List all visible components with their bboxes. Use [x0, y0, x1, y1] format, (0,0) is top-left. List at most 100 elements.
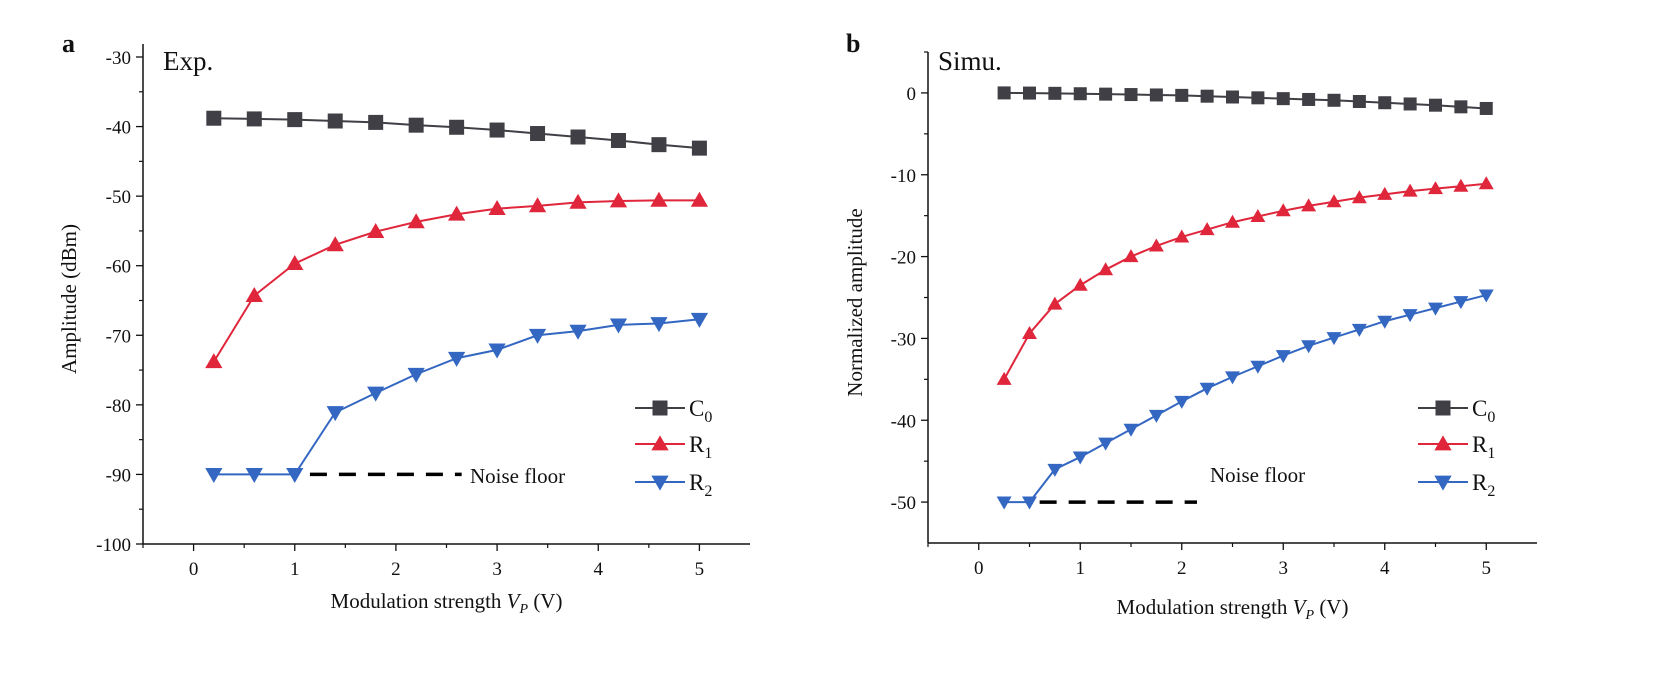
y-tick-label: -20	[891, 248, 916, 269]
data-point	[1454, 100, 1468, 114]
data-point	[528, 197, 547, 213]
data-point	[205, 468, 223, 484]
data-point	[205, 353, 223, 369]
data-point	[1023, 86, 1036, 100]
data-point	[489, 122, 505, 138]
x-axis-label-subscript: P	[519, 602, 529, 617]
data-point	[1275, 203, 1291, 217]
y-tick-label: -50	[891, 493, 916, 514]
x-tick-label: 3	[1279, 558, 1289, 579]
data-point	[1250, 209, 1266, 223]
data-point	[245, 287, 263, 303]
data-point	[1478, 289, 1494, 303]
y-tick-label: -10	[891, 166, 916, 187]
data-point	[1148, 409, 1164, 423]
data-point	[245, 468, 263, 484]
panel-b: b Simu. 0 1 2 3 4 5 -50 -40 -30 -20 -10 0 Modulation s…	[843, 29, 1537, 623]
legend-entry: R1	[635, 432, 712, 462]
legend-entry: C0	[635, 396, 712, 426]
data-point	[286, 468, 304, 484]
data-point	[1301, 198, 1317, 212]
data-point	[651, 137, 667, 153]
panel-title: Exp.	[163, 46, 213, 76]
data-point	[1073, 87, 1087, 101]
y-tick-label: -40	[891, 411, 916, 432]
data-point	[1403, 97, 1417, 111]
legend-marker	[652, 400, 668, 416]
y-axis-label: Normalized amplitude	[843, 208, 867, 396]
x-tick-label: 1	[1076, 558, 1086, 579]
data-point	[1479, 101, 1493, 115]
x-tick-label: 3	[492, 559, 502, 580]
data-point	[1022, 496, 1037, 510]
data-point	[449, 119, 465, 135]
legend-subscript: 0	[704, 409, 712, 426]
legend-label: R1	[1472, 432, 1495, 462]
data-point	[1174, 395, 1190, 409]
legend-marker	[651, 435, 669, 451]
data-point	[1351, 190, 1367, 204]
data-point	[1478, 176, 1494, 190]
data-point	[1148, 238, 1164, 252]
data-point	[1072, 277, 1088, 291]
legend-subscript: 2	[704, 483, 712, 500]
data-point	[1149, 88, 1163, 102]
y-tick-label: -100	[96, 535, 131, 556]
data-point	[1251, 91, 1265, 105]
data-point	[609, 318, 628, 334]
x-tick-label: 5	[695, 559, 705, 580]
data-point	[286, 255, 304, 271]
data-point	[997, 86, 1011, 100]
legend-entry: R2	[635, 470, 712, 500]
data-point	[570, 129, 586, 145]
data-point	[1225, 214, 1240, 228]
data-point	[1124, 88, 1138, 102]
x-tick-label: 4	[1380, 558, 1390, 579]
data-point	[1402, 183, 1418, 197]
data-point	[1098, 437, 1114, 451]
data-point	[569, 193, 587, 209]
data-point	[1429, 98, 1442, 112]
series-line	[213, 318, 700, 476]
data-point	[408, 117, 424, 133]
y-tick-label: -60	[106, 257, 131, 278]
y-tick-label: -80	[106, 396, 131, 417]
data-point	[650, 317, 668, 333]
data-point	[1098, 262, 1114, 276]
data-point	[368, 114, 384, 130]
panel-title: Simu.	[938, 46, 1002, 76]
noise-floor-label: Noise floor	[1210, 463, 1305, 487]
data-point	[206, 110, 222, 126]
legend-name: C	[689, 396, 704, 421]
series-line	[1003, 182, 1487, 380]
data-point	[1351, 323, 1367, 337]
x-tick-label: 4	[594, 559, 604, 580]
data-point	[1047, 463, 1063, 477]
data-point	[326, 236, 344, 252]
data-point	[609, 192, 628, 208]
data-point	[690, 191, 709, 207]
data-point	[691, 140, 707, 156]
data-point	[1048, 86, 1062, 100]
data-point	[996, 371, 1012, 385]
data-point	[407, 213, 425, 229]
series-C0	[997, 86, 1493, 115]
data-point	[1072, 451, 1088, 465]
data-point	[1123, 249, 1139, 263]
legend-subscript: 0	[1487, 409, 1495, 426]
data-point	[1327, 93, 1341, 107]
x-tick-label: 0	[189, 559, 199, 580]
x-axis-label-unit: (V)	[1314, 595, 1348, 619]
data-point	[1099, 87, 1113, 101]
x-axis-label-text: Modulation strength	[331, 589, 507, 613]
y-tick-label: -40	[106, 118, 131, 139]
data-point	[1200, 89, 1214, 103]
data-point	[1378, 96, 1392, 110]
panel-label: a	[62, 29, 75, 58]
series-R2	[205, 312, 709, 484]
y-tick-label: -70	[106, 326, 131, 347]
legend-marker	[1435, 400, 1451, 416]
legend-marker	[1434, 435, 1452, 451]
data-point	[1326, 332, 1342, 346]
data-point	[650, 191, 668, 207]
